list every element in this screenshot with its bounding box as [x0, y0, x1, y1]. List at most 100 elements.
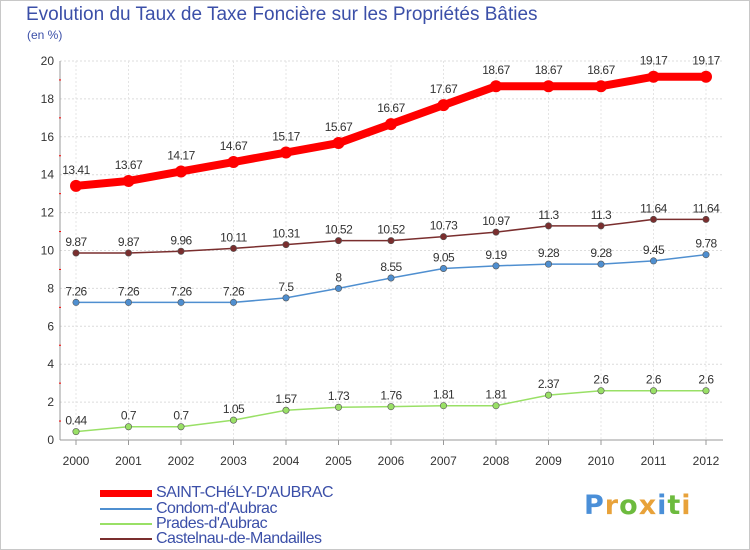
- data-label: 8: [335, 270, 342, 284]
- logo-letter: o: [619, 490, 639, 521]
- data-point: [334, 237, 342, 245]
- data-point: [702, 215, 710, 223]
- data-point: [597, 387, 605, 395]
- legend-entry: Condom-d'Aubrac: [100, 500, 277, 517]
- data-point: [72, 298, 80, 306]
- data-label: 18.67: [587, 63, 615, 77]
- data-point: [72, 249, 80, 257]
- data-point: [439, 233, 447, 241]
- y-tick-label: 16: [41, 130, 55, 144]
- data-point: [334, 284, 342, 292]
- data-label: 19.17: [640, 54, 668, 68]
- data-label: 2.37: [538, 377, 560, 391]
- data-label: 11.64: [693, 201, 720, 215]
- y-tick-label: 10: [41, 244, 55, 258]
- proxiti-logo: Proxiti: [584, 490, 692, 521]
- x-tick-label: 2008: [483, 454, 510, 468]
- data-point: [177, 298, 185, 306]
- data-point: [125, 298, 133, 306]
- data-point: [230, 416, 238, 424]
- data-label: 17.67: [430, 82, 458, 96]
- data-point: [282, 241, 290, 249]
- data-label: 14.17: [167, 148, 195, 162]
- data-label: 1.05: [223, 402, 245, 416]
- y-tick-label: 18: [41, 92, 55, 106]
- data-label: 9.05: [433, 251, 455, 265]
- data-point: [544, 260, 552, 268]
- data-label: 9.96: [170, 233, 192, 247]
- data-point: [490, 80, 502, 93]
- data-label: 9.19: [485, 248, 507, 262]
- data-point: [544, 391, 552, 399]
- data-label: 1.81: [433, 388, 455, 402]
- data-point: [125, 249, 133, 257]
- logo-letter: P: [584, 490, 605, 521]
- data-label: 10.11: [220, 230, 247, 244]
- data-label: 0.7: [173, 409, 189, 423]
- data-label: 7.26: [65, 284, 87, 298]
- x-tick-label: 2009: [535, 454, 562, 468]
- data-point: [595, 80, 607, 93]
- data-label: 10.31: [272, 227, 300, 241]
- data-point: [385, 118, 397, 131]
- legend-entry: Castelnau-de-Mandailles: [100, 530, 322, 547]
- data-label: 10.73: [430, 219, 458, 233]
- data-label: 15.67: [325, 120, 353, 134]
- data-label: 1.76: [380, 389, 402, 403]
- y-tick-label: 6: [47, 319, 54, 333]
- x-tick-label: 2003: [220, 454, 247, 468]
- data-point: [492, 402, 500, 410]
- data-point: [649, 215, 657, 223]
- x-tick-label: 2012: [693, 454, 720, 468]
- data-label: 9.87: [118, 235, 140, 249]
- data-label: 2.6: [646, 373, 662, 387]
- y-tick-label: 4: [47, 357, 54, 371]
- y-tick-label: 2: [47, 395, 54, 409]
- data-point: [542, 80, 555, 93]
- data-point: [492, 262, 500, 270]
- y-tick-label: 12: [41, 206, 55, 220]
- legend-entry: Prades-d'Aubrac: [100, 515, 268, 532]
- legend-label: Castelnau-de-Mandailles: [156, 530, 322, 547]
- data-point: [227, 156, 240, 169]
- x-tick-label: 2007: [430, 454, 457, 468]
- data-label: 0.7: [121, 409, 137, 423]
- x-tick-label: 2002: [168, 454, 195, 468]
- data-point: [122, 174, 135, 187]
- data-label: 0.44: [65, 414, 87, 428]
- x-tick-label: 2001: [115, 454, 142, 468]
- data-point: [597, 222, 605, 230]
- data-label: 18.67: [535, 63, 563, 77]
- data-label: 15.17: [272, 130, 300, 144]
- data-label: 1.73: [328, 389, 350, 403]
- data-point: [230, 298, 238, 306]
- data-label: 1.57: [275, 392, 297, 406]
- data-label: 2.6: [698, 373, 714, 387]
- x-tick-label: 2000: [63, 454, 90, 468]
- logo-letter: x: [638, 490, 658, 521]
- data-point: [72, 428, 80, 436]
- data-point: [177, 423, 185, 431]
- data-point: [282, 294, 290, 302]
- data-label: 9.28: [590, 246, 612, 260]
- data-point: [387, 403, 395, 411]
- data-point: [280, 146, 292, 159]
- data-label: 8.55: [380, 260, 402, 274]
- data-label: 10.52: [325, 223, 353, 237]
- legend-swatch: [100, 508, 152, 510]
- data-point: [439, 402, 447, 410]
- data-point: [175, 165, 187, 178]
- y-tick-label: 20: [41, 54, 55, 68]
- data-label: 11.3: [591, 208, 612, 222]
- data-point: [437, 99, 450, 112]
- data-point: [544, 222, 552, 230]
- legend-swatch: [100, 523, 152, 525]
- logo-letter: t: [667, 490, 682, 521]
- data-point: [492, 228, 500, 236]
- data-point: [387, 274, 395, 282]
- logo-letter: i: [681, 490, 692, 521]
- legend-swatch: [100, 489, 152, 497]
- logo-letter: i: [657, 490, 668, 521]
- legend-entry: SAINT-CHéLY-D'AUBRAC: [100, 484, 334, 501]
- data-point: [387, 237, 395, 245]
